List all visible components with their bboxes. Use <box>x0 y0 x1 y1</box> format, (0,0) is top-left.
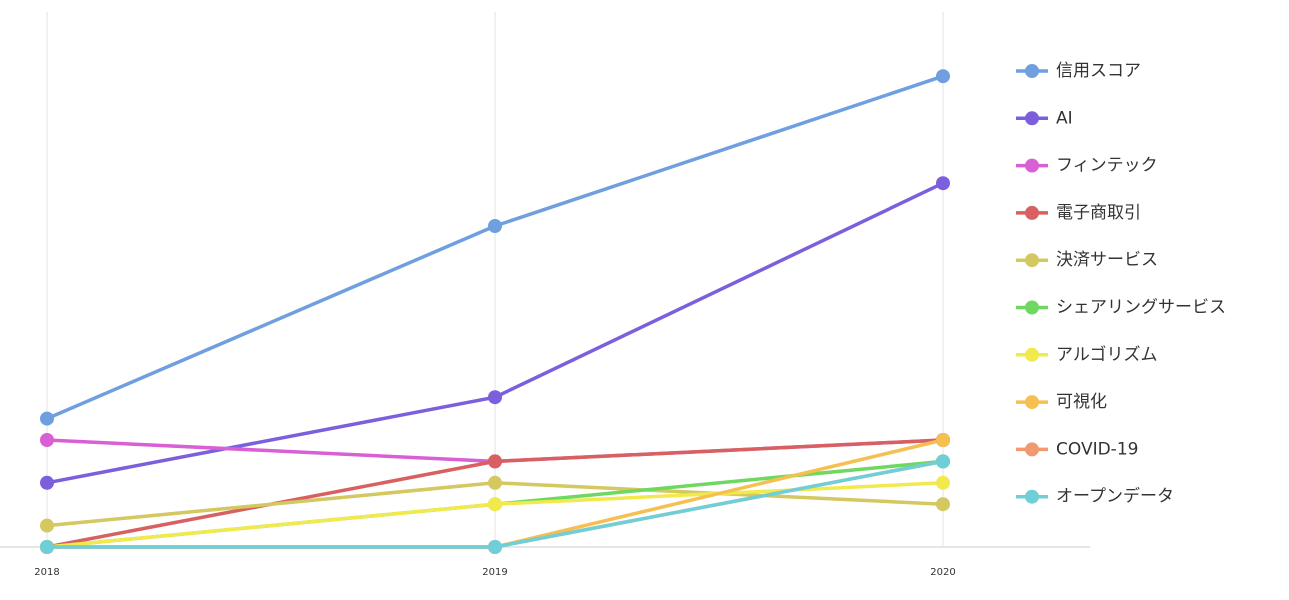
x-tick-label: 2020 <box>930 567 955 578</box>
data-point <box>488 475 502 490</box>
legend-label: 電子商取引 <box>1056 203 1141 223</box>
legend-label: 可視化 <box>1056 392 1107 412</box>
legend-label: 信用スコア <box>1056 61 1141 81</box>
data-point <box>488 219 502 233</box>
x-tick-label: 2018 <box>34 567 59 578</box>
data-point <box>40 411 54 426</box>
legend-label: オープンデータ <box>1056 486 1174 507</box>
legend-label: シェアリングサービス <box>1056 298 1226 318</box>
legend-swatch <box>1025 442 1039 457</box>
data-point <box>488 497 502 512</box>
data-point <box>936 69 950 84</box>
legend-label: AI <box>1056 108 1073 128</box>
x-tick-label: 2019 <box>482 567 507 578</box>
legend-swatch <box>1025 158 1039 173</box>
legend-swatch <box>1025 347 1039 362</box>
data-point <box>488 390 502 405</box>
legend-swatch <box>1025 300 1039 315</box>
data-point <box>40 475 54 490</box>
data-point <box>936 433 950 447</box>
legend-swatch <box>1025 489 1039 504</box>
legend-label: フィンテック <box>1056 156 1158 176</box>
legend-label: COVID-19 <box>1056 439 1138 459</box>
legend-swatch <box>1025 253 1039 268</box>
legend-swatch <box>1025 64 1039 78</box>
legend-swatch <box>1025 205 1039 220</box>
data-point <box>936 497 950 512</box>
data-point <box>488 540 502 554</box>
data-point <box>936 176 950 191</box>
data-point <box>936 475 950 490</box>
legend-swatch <box>1025 395 1039 410</box>
legend-swatch <box>1025 111 1039 126</box>
data-point <box>40 540 54 554</box>
data-point <box>488 454 502 469</box>
data-point <box>40 518 54 533</box>
legend-label: 決済サービス <box>1056 250 1158 270</box>
data-point <box>936 454 950 469</box>
data-point <box>40 433 54 447</box>
legend-label: アルゴリズム <box>1056 344 1158 365</box>
